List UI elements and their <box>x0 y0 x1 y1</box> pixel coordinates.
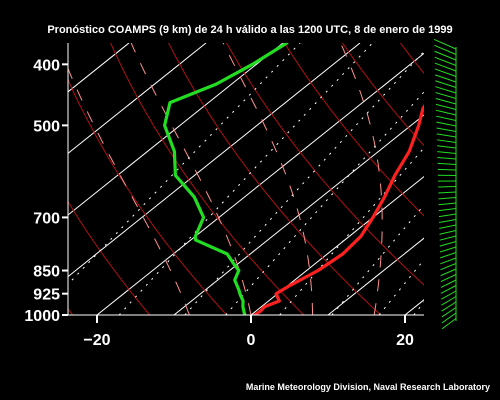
mixing-ratio-line <box>413 301 424 315</box>
dry-adiabat-line <box>452 36 500 316</box>
isotherm-line <box>404 299 424 315</box>
wind-barb <box>436 139 457 143</box>
mixing-ratio-line <box>279 147 424 315</box>
isotherm-line <box>482 43 500 315</box>
x-tick-label: 20 <box>396 332 414 349</box>
wind-barb <box>440 285 457 294</box>
dry-adiabat-line <box>110 43 305 315</box>
isotherm-line <box>68 43 207 155</box>
isotherm-line <box>68 43 130 93</box>
dewpoint-profile-line <box>163 43 289 315</box>
wind-barb <box>434 44 457 55</box>
wind-barb <box>440 263 457 271</box>
x-tick-label: −20 <box>83 332 110 349</box>
wind-barb <box>438 186 457 188</box>
wind-barb <box>437 145 457 149</box>
wind-barb <box>439 230 457 235</box>
moist-adiabat-line <box>130 43 252 315</box>
isotherm-line <box>96 52 424 315</box>
isotherm-line <box>250 175 424 315</box>
dry-adiabat-line <box>68 200 151 315</box>
isotherm-line <box>68 43 284 216</box>
temperature-profile-line <box>253 104 424 315</box>
y-tick-label: 700 <box>33 210 60 227</box>
wind-barb <box>436 121 457 127</box>
wind-barb <box>438 197 457 200</box>
mixing-ratio-line <box>68 43 301 286</box>
wind-barb <box>440 257 457 265</box>
moist-adiabat-line <box>340 43 383 315</box>
wind-barb <box>441 312 457 324</box>
x-tick-label: 0 <box>247 332 256 349</box>
wind-barb <box>439 241 457 247</box>
wind-barb <box>437 151 457 154</box>
wind-barb <box>434 74 457 83</box>
mixing-ratio-line <box>331 204 424 315</box>
wind-barb <box>435 98 457 105</box>
wind-barb <box>440 279 457 288</box>
chart-title: Pronóstico COAMPS (9 km) de 24 h válido … <box>47 24 453 36</box>
y-tick-label: 925 <box>33 287 60 304</box>
wind-barb <box>434 68 457 77</box>
wind-barb <box>440 252 457 259</box>
wind-barb <box>438 191 457 194</box>
moist-adiabat-line <box>222 43 314 315</box>
wind-barb <box>437 157 457 160</box>
mixing-ratio-line <box>184 50 424 315</box>
wind-barb <box>439 246 457 253</box>
wind-barb <box>441 290 457 300</box>
wind-barb <box>440 274 457 282</box>
wind-barb <box>436 109 457 116</box>
wind-barb <box>440 268 457 277</box>
wind-barb <box>437 162 457 165</box>
wind-barb <box>433 38 457 50</box>
isotherm-line <box>327 237 424 315</box>
wind-barb <box>437 168 457 171</box>
wind-barb <box>435 86 457 94</box>
wind-barb <box>436 127 457 132</box>
wind-barb <box>441 318 457 330</box>
wind-barb <box>439 235 457 241</box>
wind-barb <box>436 115 457 121</box>
wind-barb <box>438 213 457 218</box>
dry-adiabat-line <box>225 43 424 286</box>
wind-barb <box>441 301 457 312</box>
dry-adiabat-line <box>68 78 228 315</box>
credit-label: Marine Meteorology Division, Naval Resea… <box>245 382 490 392</box>
wind-barb <box>439 219 457 223</box>
wind-barb <box>441 296 457 306</box>
y-tick-label: 500 <box>33 118 60 135</box>
y-tick-label: 1000 <box>24 308 60 325</box>
wind-barb <box>435 92 457 99</box>
dry-adiabat-line <box>283 43 424 217</box>
wind-barb <box>434 50 457 61</box>
mixing-ratio-line <box>225 91 424 315</box>
wind-barb <box>435 103 457 110</box>
y-tick-label: 400 <box>33 57 60 74</box>
wind-barb <box>438 208 457 212</box>
wind-barb <box>438 202 457 206</box>
wind-barb <box>436 133 457 138</box>
wind-barb <box>439 224 457 229</box>
dry-adiabat-line <box>168 43 382 315</box>
isotherm-line <box>173 114 424 315</box>
wind-barb <box>435 80 457 88</box>
wind-barb <box>434 56 457 66</box>
wind-barb <box>441 307 457 318</box>
wind-barb <box>434 62 457 72</box>
moist-adiabat-line <box>68 67 190 315</box>
y-tick-label: 850 <box>33 264 60 281</box>
dry-adiabat-line <box>341 43 424 147</box>
mixing-ratio-line <box>118 43 374 315</box>
isotherm-line <box>68 43 361 278</box>
